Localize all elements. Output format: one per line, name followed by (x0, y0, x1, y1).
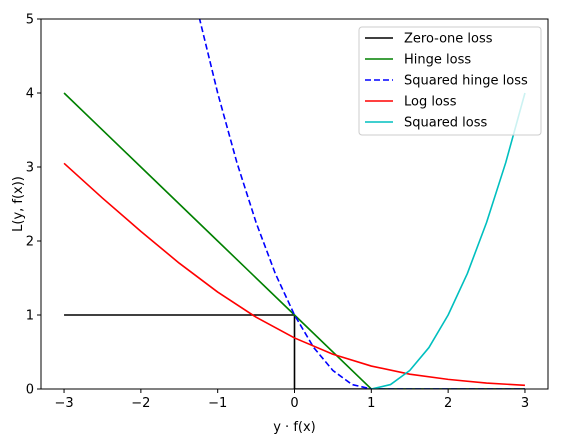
y-tick-label: 4 (26, 87, 34, 102)
y-tick-label: 5 (26, 13, 34, 28)
x-axis-label: y · f(x) (273, 420, 316, 435)
x-tick-label: 2 (444, 396, 452, 411)
x-tick-label: −2 (131, 396, 150, 411)
y-axis-label: L(y, f(x)) (11, 176, 26, 232)
x-tick-label: −3 (54, 396, 73, 411)
legend: Zero-one loss Hinge loss Squared hinge los… (358, 26, 542, 136)
x-tick-label: 3 (521, 396, 529, 411)
x-tick-label: 1 (367, 396, 375, 411)
legend-label-squared-loss: Squared loss (404, 116, 487, 131)
legend-label-zero-one-loss: Zero-one loss (404, 32, 493, 47)
log-loss-line (63, 162, 525, 387)
x-tick-label: −1 (208, 396, 227, 411)
x-tick-label: 0 (290, 396, 298, 411)
legend-label-log-loss: Log loss (404, 95, 457, 110)
zero-one-loss-line (64, 314, 525, 389)
y-tick-label: 0 (26, 383, 34, 398)
squared-loss-line (371, 92, 526, 389)
legend-entries: Zero-one loss Hinge loss Squared hinge los… (365, 32, 528, 131)
y-tick-label: 3 (26, 161, 34, 176)
legend-label-squared-hinge-loss: Squared hinge loss (404, 74, 528, 89)
hinge-loss-line (63, 92, 525, 389)
y-tick-label: 2 (26, 235, 34, 250)
tick-layer: −3 −2 −1 0 1 2 3 0 1 2 3 4 5 (26, 13, 529, 412)
legend-box (358, 26, 542, 136)
legend-label-hinge-loss: Hinge loss (404, 53, 471, 68)
y-tick-label: 1 (26, 309, 34, 324)
series-layer (63, 19, 526, 389)
